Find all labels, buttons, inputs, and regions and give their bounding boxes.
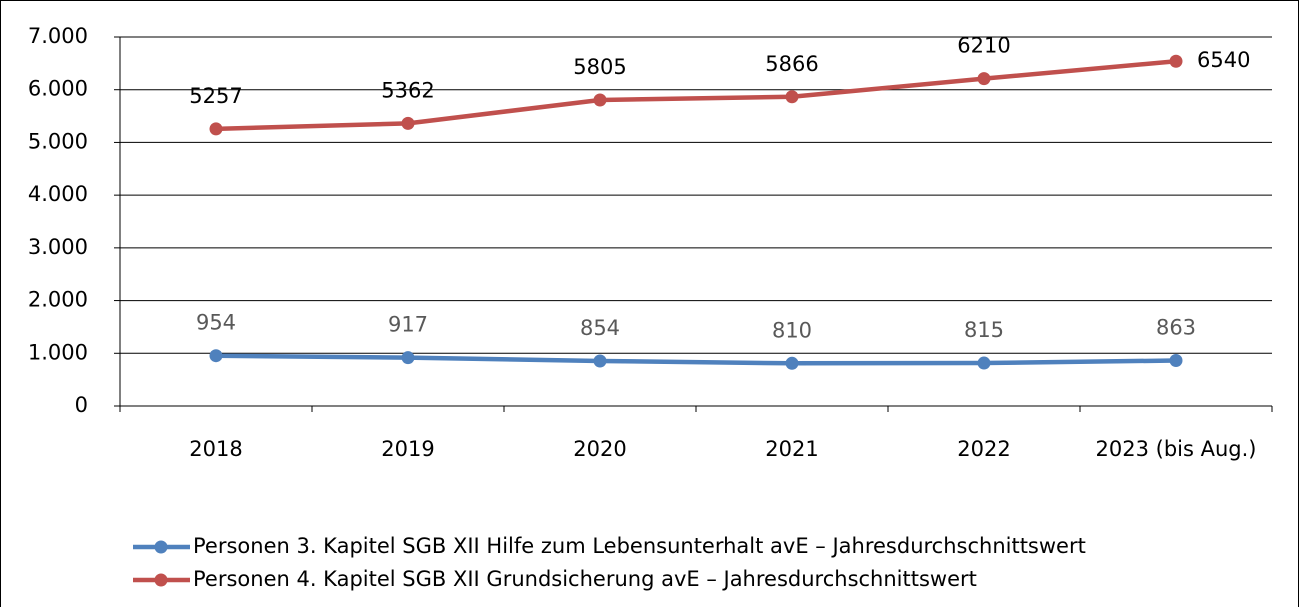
- data-label: 6210: [957, 34, 1010, 58]
- data-label: 5866: [765, 52, 818, 76]
- data-label: 863: [1156, 316, 1196, 340]
- data-point: [593, 354, 607, 368]
- data-label: 5805: [573, 55, 626, 79]
- y-tick-label: 1.000: [28, 340, 88, 364]
- y-tick-label: 7.000: [28, 24, 88, 48]
- data-label: 810: [772, 318, 812, 342]
- data-point: [977, 72, 991, 86]
- data-point: [593, 93, 607, 107]
- data-point: [1169, 354, 1183, 368]
- data-label: 917: [388, 313, 428, 337]
- x-tick-label: 2023 (bis Aug.): [1096, 437, 1257, 461]
- y-tick-label: 3.000: [28, 235, 88, 259]
- x-tick-label: 2021: [765, 437, 818, 461]
- legend-label: Personen 3. Kapitel SGB XII Hilfe zum Le…: [193, 534, 1086, 558]
- data-label: 5257: [189, 84, 242, 108]
- data-point: [785, 90, 799, 104]
- data-point: [209, 122, 223, 136]
- data-label: 954: [196, 311, 236, 335]
- x-tick-label: 2022: [957, 437, 1010, 461]
- legend-marker: [154, 573, 168, 587]
- legend-label: Personen 4. Kapitel SGB XII Grundsicheru…: [193, 567, 977, 591]
- data-point: [977, 356, 991, 370]
- x-tick-label: 2019: [381, 437, 434, 461]
- data-label: 5362: [381, 78, 434, 102]
- data-label: 6540: [1197, 48, 1250, 72]
- series-line: [215, 353, 1177, 366]
- y-tick-label: 6.000: [28, 77, 88, 101]
- x-tick-label: 2020: [573, 437, 626, 461]
- y-tick-label: 5.000: [28, 129, 88, 153]
- data-point: [401, 351, 415, 365]
- y-tick-label: 2.000: [28, 288, 88, 312]
- data-point: [785, 356, 799, 370]
- x-tick-label: 2018: [189, 437, 242, 461]
- data-point: [209, 349, 223, 363]
- y-tick-label: 0: [75, 393, 88, 417]
- data-point: [401, 116, 415, 130]
- data-point: [1169, 54, 1183, 68]
- legend-marker: [154, 540, 168, 554]
- data-label: 815: [964, 318, 1004, 342]
- series-line: [215, 59, 1177, 132]
- y-tick-label: 4.000: [28, 182, 88, 206]
- data-label: 854: [580, 316, 620, 340]
